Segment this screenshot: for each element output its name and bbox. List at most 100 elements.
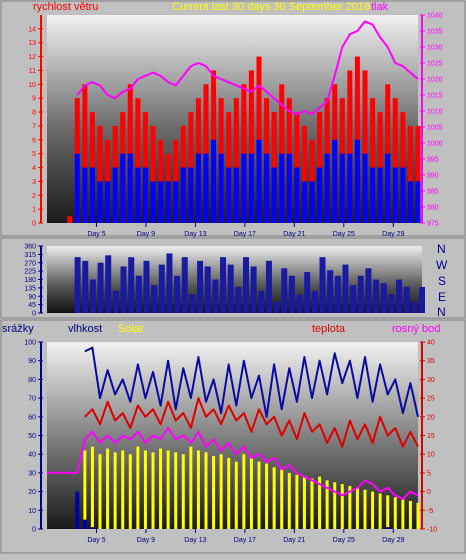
x-tick-label: Day 25 (333, 537, 355, 544)
wind-speed-label: rychlost větru (33, 1, 98, 13)
direction-bar (220, 257, 227, 313)
wind-bar (271, 112, 277, 223)
direction-bar (296, 294, 303, 313)
direction-bar (319, 257, 326, 313)
direction-bar (212, 279, 219, 313)
y-tick-label-right: 1035 (427, 29, 443, 36)
solar-bar (363, 489, 367, 529)
y-tick-label-left: 2 (32, 193, 36, 200)
direction-bar (311, 290, 318, 313)
direction-bar (365, 268, 372, 313)
x-tick-label: Day 5 (87, 537, 105, 544)
y-tick-label-right: 40 (427, 340, 435, 347)
gust-bar (127, 153, 133, 223)
direction-bar (265, 260, 272, 313)
y-tick-label-left: 180 (24, 277, 36, 284)
gust-bar (120, 153, 126, 223)
rain-bar (90, 527, 95, 529)
y-tick-label-left: 0 (32, 527, 36, 534)
y-tick-label-right: 0 (427, 489, 431, 496)
y-tick-label-left: 5 (32, 151, 36, 158)
solar-bar (90, 446, 94, 529)
gust-bar (392, 167, 398, 223)
gust-bar (407, 181, 413, 223)
gust-bar (332, 139, 338, 223)
gust-bar (286, 153, 292, 223)
direction-bar (120, 266, 127, 313)
solar-bar (98, 454, 102, 529)
wind-bar (248, 70, 254, 223)
direction-bar (227, 264, 234, 313)
solar-bar (355, 487, 359, 529)
solar-bar (393, 497, 397, 529)
direction-bar (250, 266, 257, 313)
solar-bar (272, 467, 276, 529)
y-tick-label-left: 80 (28, 377, 36, 384)
y-tick-label-left: 100 (24, 340, 36, 347)
y-tick-label-left: 12 (28, 54, 36, 61)
y-tick-label-left: 225 (24, 269, 36, 276)
y-tick-label-right: 980 (427, 205, 439, 212)
x-tick-label: Day 21 (283, 537, 305, 544)
solar-bar (212, 456, 216, 529)
gust-bar (135, 167, 141, 223)
gust-bar (112, 167, 118, 223)
y-tick-label-right: 10 (427, 452, 435, 459)
wind-bar (362, 70, 368, 223)
gust-bar (173, 181, 179, 223)
direction-bar (235, 286, 242, 313)
direction-bar (388, 294, 395, 313)
rain-bar (82, 519, 87, 529)
wind-bar (370, 98, 376, 223)
solar-bar (401, 499, 405, 529)
rain-humidity-temperature-chart: 0 10 20 30 40 50 60 70 80 90 100 -10 -5 0 5 10 15 20 25 30 3… (24, 340, 437, 545)
y-tick-label-left: 10 (28, 508, 36, 515)
solar-bar (136, 446, 140, 529)
y-tick-label-left: 90 (28, 358, 36, 365)
wind-bar (347, 70, 353, 223)
gust-bar (158, 181, 164, 223)
x-tick-label: Day 25 (333, 231, 355, 238)
solar-bar (219, 454, 223, 529)
wind-bar (377, 112, 383, 223)
gust-bar (180, 167, 186, 223)
y-tick-label-right: 985 (427, 189, 439, 196)
solar-bar (386, 495, 390, 529)
solar-bar (378, 493, 382, 529)
gust-bar (347, 153, 353, 223)
direction-bar (204, 266, 211, 313)
gust-bar (339, 153, 345, 223)
direction-bar (327, 270, 334, 313)
solar-bar (242, 454, 246, 529)
solar-bar (106, 448, 110, 529)
direction-bar (181, 257, 188, 313)
compass-n-bottom: N (437, 305, 446, 319)
solar-bar (408, 500, 412, 529)
solar-bar (333, 482, 337, 529)
direction-bar (411, 301, 418, 313)
y-tick-label-right: 1000 (427, 141, 443, 148)
compass-s: S (438, 274, 446, 288)
gust-bar (150, 181, 156, 223)
y-tick-label-left: 315 (24, 252, 36, 259)
gust-bar (279, 153, 285, 223)
wind-bar (385, 84, 391, 223)
direction-bar (89, 279, 96, 313)
direction-bar (143, 260, 150, 313)
x-tick-label: Day 29 (382, 537, 404, 544)
gust-bar (105, 181, 111, 223)
wind-bar (301, 125, 307, 223)
wind-bar (233, 98, 239, 223)
direction-bar (258, 290, 265, 313)
gust-bar (385, 153, 391, 223)
solar-bar (189, 446, 193, 529)
y-tick-label-left: 8 (32, 110, 36, 117)
y-tick-label-right: 1040 (427, 13, 443, 20)
direction-bar (158, 264, 165, 313)
wind-bar (256, 56, 262, 223)
y-tick-label-left: 6 (32, 137, 36, 144)
direction-bar (288, 275, 295, 313)
y-tick-label-left: 360 (24, 244, 36, 251)
direction-bar (112, 290, 119, 313)
y-tick-label-right: 1030 (427, 45, 443, 52)
